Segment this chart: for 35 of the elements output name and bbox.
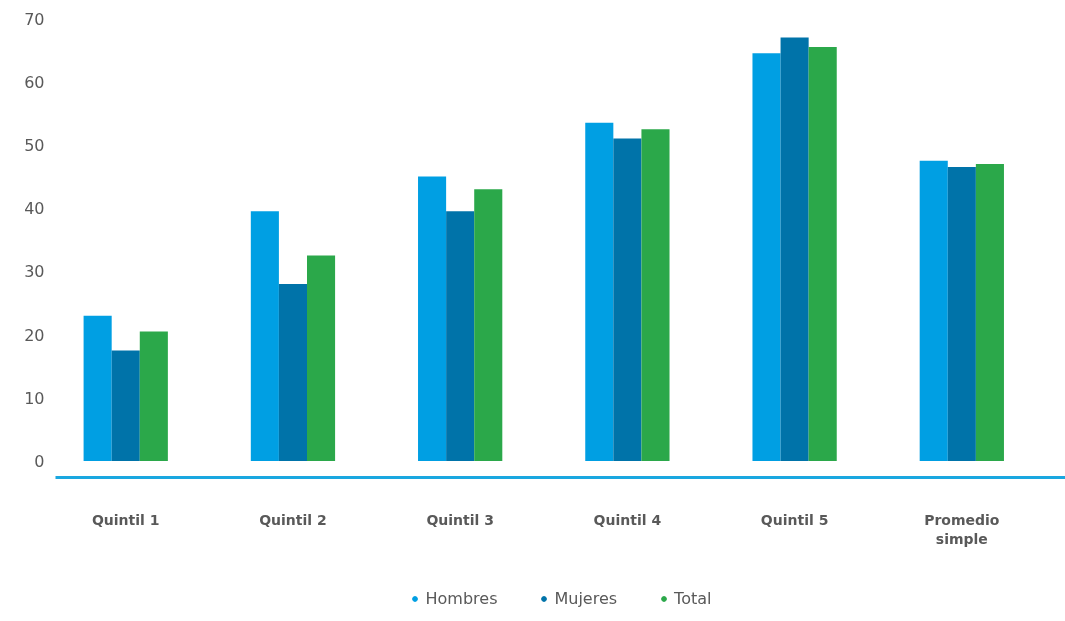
bar [278,284,307,462]
y-tick-label: 20 [24,325,45,345]
bar [919,160,948,462]
bar [307,255,336,462]
bar [446,211,475,462]
bar [780,37,809,462]
x-tick-label: Quintil 5 [760,511,829,528]
x-tick-label: Quintil 2 [259,511,327,528]
bar [474,189,503,462]
y-tick-label: 10 [24,388,45,408]
legend-label: Mujeres [554,588,618,608]
bar [752,53,781,462]
bar [641,129,670,462]
bar [139,331,168,462]
bar [418,176,447,462]
bar [613,138,642,462]
x-tick-label: Quintil 4 [593,511,662,528]
legend-label: Hombres [425,588,498,608]
bar [975,163,1004,462]
y-tick-label: 40 [24,199,45,219]
bar [585,122,614,462]
bar [250,211,279,462]
legend-label: Total [674,588,712,608]
y-tick-label: 60 [24,72,45,92]
x-tick-label: Promedio simple [924,511,1000,547]
y-tick-label: 30 [24,262,45,282]
y-tick-label: 0 [34,452,45,472]
bar [83,315,112,462]
bar [947,167,976,462]
bar [111,350,140,462]
bar [808,46,837,462]
y-tick-label: 70 [24,9,45,29]
x-tick-label: Quintil 1 [91,511,160,528]
y-tick-label: 50 [24,135,45,155]
x-tick-label: Quintil 3 [426,511,494,528]
